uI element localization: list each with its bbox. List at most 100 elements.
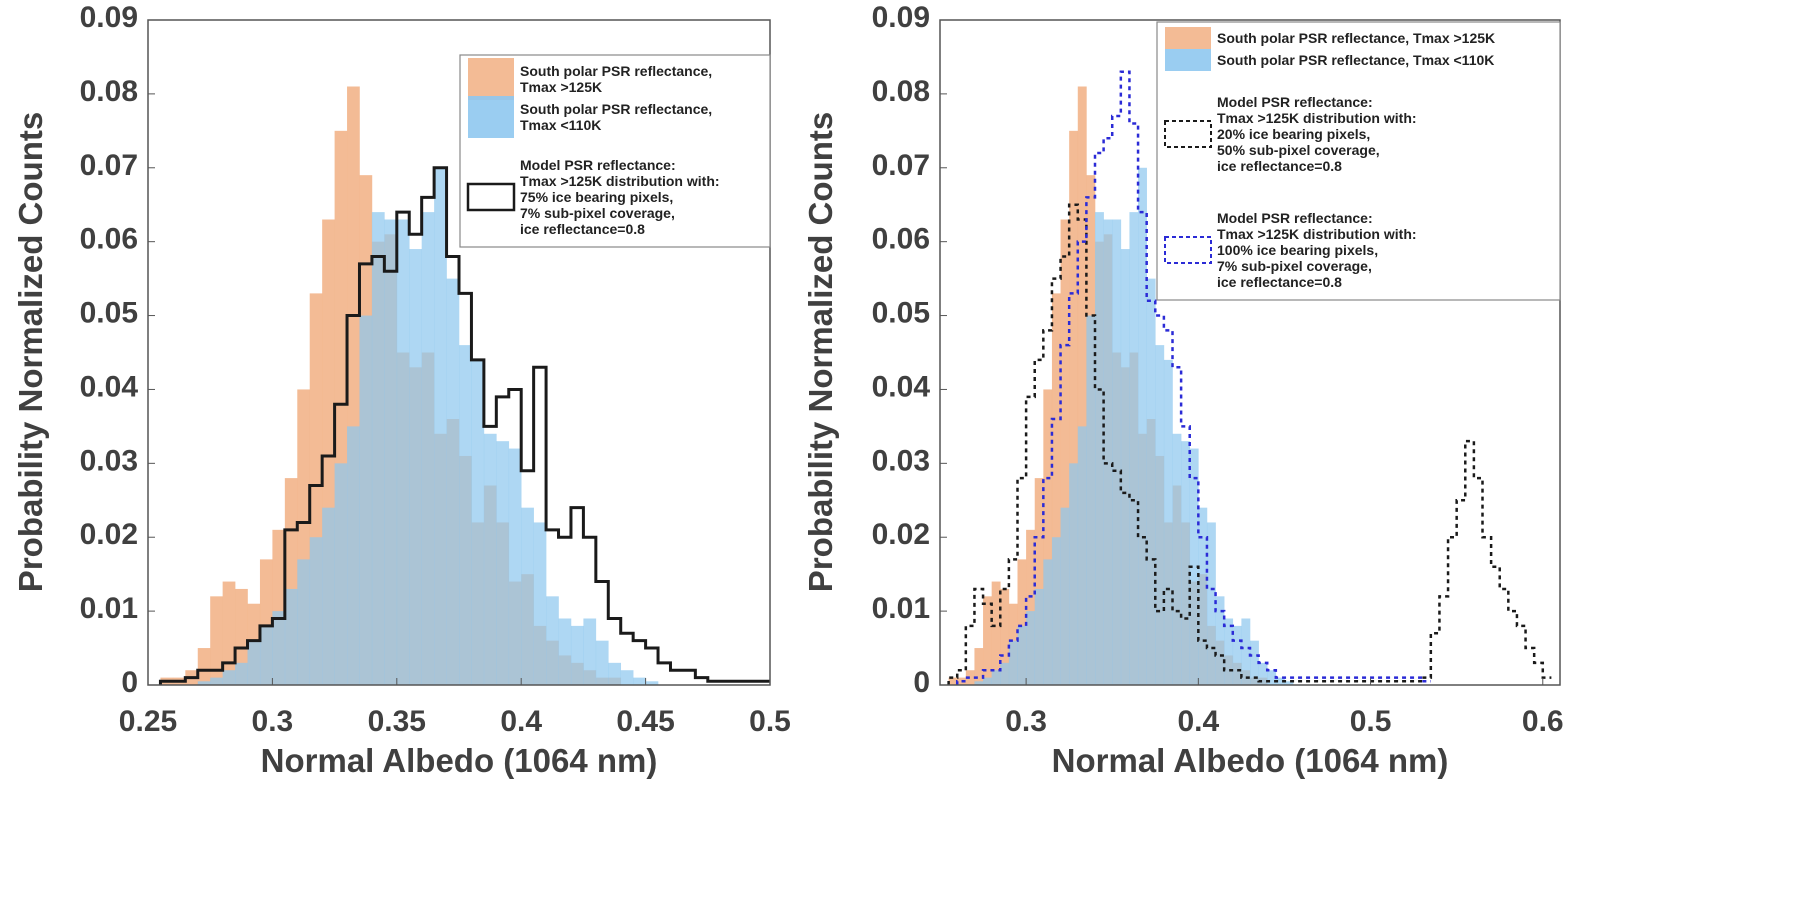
histogram-bar [235, 662, 248, 685]
legend-item: South polar PSR reflectance, Tmax <110K [1165, 49, 1494, 71]
legend-swatch [1165, 27, 1211, 49]
histogram-bar [483, 433, 497, 685]
y-tick-label: 0 [913, 666, 930, 699]
histogram-bar [508, 448, 522, 685]
histogram-bar [409, 249, 422, 686]
histogram-bar [1112, 219, 1122, 685]
legend: South polar PSR reflectance, Tmax >125K S… [1156, 21, 1561, 301]
y-tick-label: 0.09 [80, 1, 138, 34]
histogram-bar [983, 596, 992, 685]
histogram-bar [1017, 625, 1027, 685]
histogram-bar [396, 219, 410, 685]
legend-label: Model PSR reflectance: [1217, 210, 1373, 226]
histogram-bar [645, 681, 659, 685]
histogram-bar [1138, 167, 1147, 685]
x-tick-label: 0.25 [119, 705, 177, 738]
series-1 [974, 167, 1294, 686]
histogram-bar [309, 537, 323, 685]
y-tick-label: 0.08 [80, 75, 138, 108]
histogram-bar [1224, 618, 1234, 685]
legend-label: 7% sub-pixel coverage, [1217, 258, 1372, 274]
legend-background [1157, 22, 1560, 300]
legend-swatch [468, 96, 514, 138]
legend-label: South polar PSR reflectance, Tmax <110K [1217, 52, 1494, 68]
series-2 [947, 203, 1552, 685]
histogram-bar [546, 596, 559, 685]
histogram-bar [620, 670, 634, 685]
histogram-bar [284, 588, 298, 685]
histogram-bar [1017, 559, 1027, 685]
legend-item: South polar PSR reflectance,Tmax <110K [468, 96, 712, 138]
histogram-bar [1034, 478, 1044, 685]
y-tick-label: 0.09 [872, 1, 930, 34]
histogram-bar [1189, 448, 1199, 685]
legend-item: Model PSR reflectance:Tmax >125K distrib… [1164, 94, 1417, 174]
histogram-bar [533, 522, 547, 685]
histogram-bar [991, 670, 1001, 685]
histogram-bar [1146, 278, 1156, 685]
histogram-bar [259, 625, 273, 685]
x-tick-label: 0.3 [252, 705, 294, 738]
histogram-bar [608, 662, 622, 685]
legend-label: Tmax >125K [520, 79, 602, 95]
legend-label: 50% sub-pixel coverage, [1217, 142, 1380, 158]
y-tick-label: 0.03 [80, 444, 138, 477]
histogram-bar [1198, 507, 1208, 685]
step-line [947, 203, 1552, 685]
legend-label: South polar PSR reflectance, Tmax >125K [1217, 30, 1495, 46]
axes-box [147, 19, 771, 686]
histogram-bar [1060, 507, 1070, 685]
x-tick-label: 0.4 [1177, 705, 1219, 738]
histogram-bar [334, 463, 348, 685]
legend-swatch [1165, 49, 1211, 71]
legend-swatch [468, 58, 514, 100]
histogram-bar [222, 670, 236, 685]
histogram-bar [1275, 677, 1285, 685]
histogram-bar [1000, 588, 1010, 685]
histogram-bar [222, 581, 236, 685]
legend-label: South polar PSR reflectance, [520, 101, 712, 117]
y-tick-label: 0.03 [872, 444, 930, 477]
y-axis-label-a: Probability Normalized Counts [12, 112, 49, 592]
histogram-bar [991, 581, 1001, 685]
histogram-bar [1232, 625, 1242, 685]
histogram-bar [1163, 359, 1173, 685]
x-axis-label-a: Normal Albedo (1064 nm) [261, 742, 658, 779]
histogram-bar [1026, 611, 1036, 685]
histogram-bar [1026, 529, 1036, 685]
histogram-bar [1172, 433, 1182, 685]
histogram-bar [965, 670, 975, 685]
histogram-bar [384, 219, 398, 685]
y-tick-label: 0 [121, 666, 138, 699]
axes-box [939, 19, 1561, 686]
legend-swatch [1164, 120, 1212, 148]
histogram-bar [1008, 640, 1018, 685]
y-tick-label: 0.01 [872, 592, 930, 625]
histogram-bar [421, 212, 435, 685]
legend-box [1156, 21, 1561, 301]
histogram-bar [974, 681, 984, 685]
x-tick-label: 0.5 [1350, 705, 1392, 738]
histogram-bar [1000, 662, 1010, 685]
y-tick-label: 0.04 [80, 370, 139, 403]
histogram-bar [496, 441, 510, 685]
histogram-bar [247, 640, 261, 685]
legend-label: 20% ice bearing pixels, [1217, 126, 1370, 142]
x-tick-label: 0.6 [1522, 705, 1564, 738]
histogram-bar [1051, 293, 1061, 685]
histogram-bar [471, 359, 485, 685]
histogram-bar [297, 559, 311, 685]
y-tick-label: 0.01 [80, 592, 138, 625]
histogram-bar [446, 278, 460, 685]
histogram-bar [1258, 662, 1268, 685]
histogram-bar [1206, 522, 1216, 685]
histogram-bar [235, 588, 248, 685]
histogram-bar [1060, 219, 1070, 685]
histogram-bar [197, 648, 211, 685]
y-axis-label-b: Probability Normalized Counts [802, 112, 839, 592]
histogram-bar [1215, 596, 1225, 685]
histogram-bar [1129, 212, 1139, 685]
histogram-bar [583, 618, 597, 685]
legend-swatch [466, 182, 516, 212]
